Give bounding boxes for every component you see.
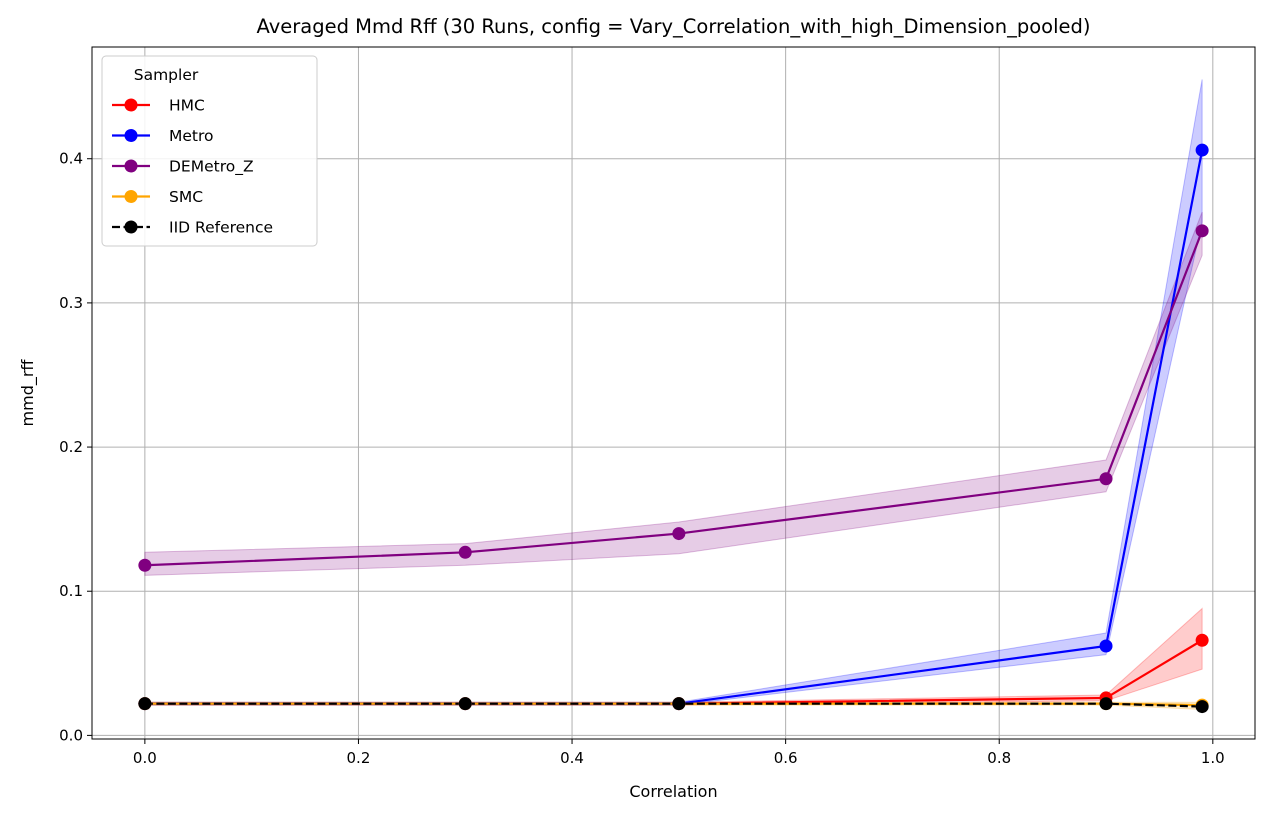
metro-point [1099,639,1113,653]
legend-hmc-label: HMC [169,97,205,115]
legend-iid-reference-label: IID Reference [169,219,273,237]
x-tick-label: 0.0 [133,749,157,767]
demetro-z-point [1099,472,1113,486]
x-tick-label: 1.0 [1201,749,1225,767]
demetro-z-band [144,211,1203,576]
demetro-z-point [672,527,686,541]
iid-reference-point [458,697,472,711]
x-tick-label: 0.4 [560,749,584,767]
legend-demetro-z-label: DEMetro_Z [169,158,254,177]
axes-frame [91,46,1256,740]
y-tick-label: 0.3 [59,294,83,312]
legend-title: Sampler [134,66,199,84]
legend-hmc-marker [124,98,138,112]
y-tick-label: 0.0 [59,726,83,744]
grid [92,47,1255,739]
iid-reference-point [138,697,152,711]
demetro-z-point [1195,224,1209,238]
demetro-z-point [458,545,472,559]
metro-point [1195,143,1209,157]
iid-reference-point [1099,697,1113,711]
legend: Sampler HMC Metro DEMetro_Z SMC IID Reference [101,55,318,247]
legend-smc-marker [124,190,138,203]
chart-title: Averaged Mmd Rff (30 Runs, config = Vary… [257,15,1091,38]
x-tick-label: 0.6 [774,749,798,767]
y-tick-label: 0.4 [59,150,83,168]
x-axis-ticks: 0.0 0.2 0.4 0.6 0.8 1.0 [133,739,1225,767]
metro-band [144,79,1203,706]
demetro-z-point [138,558,152,572]
hmc-band [144,607,1203,706]
y-tick-label: 0.2 [59,438,83,456]
x-tick-label: 0.8 [987,749,1011,767]
legend-box [101,55,318,247]
series-markers [138,143,1209,714]
legend-metro-label: Metro [169,127,214,145]
hmc-point [1195,633,1209,647]
y-axis-ticks: 0.0 0.1 0.2 0.3 0.4 [59,150,92,744]
iid-reference-point [672,697,686,711]
y-tick-label: 0.1 [59,582,83,600]
legend-demetro-z-marker [124,159,138,173]
legend-metro-marker [124,129,138,142]
legend-iid-reference-marker [124,220,138,234]
x-axis-label: Correlation [629,782,717,801]
iid-reference-point [1195,700,1209,714]
x-tick-label: 0.2 [347,749,371,767]
y-axis-label: mmd_rff [18,359,38,427]
legend-smc-label: SMC [169,188,203,206]
